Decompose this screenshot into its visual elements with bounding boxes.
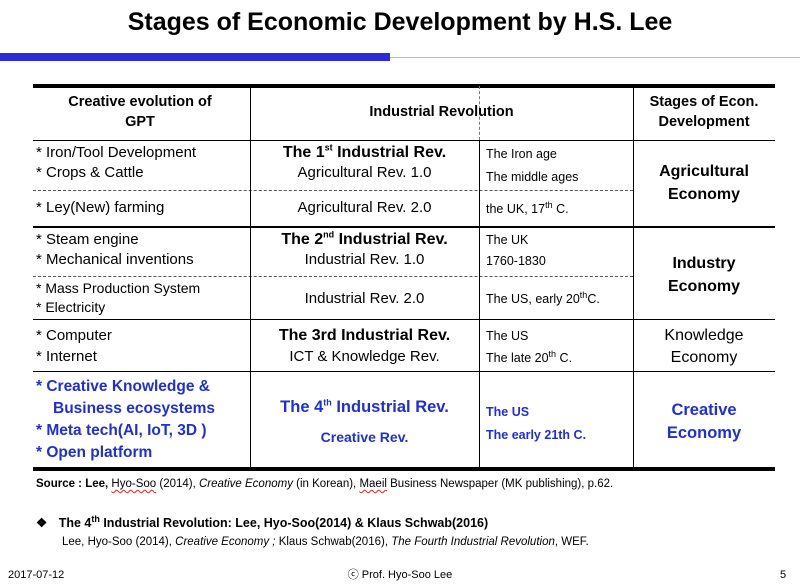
note-heading: ❖ The 4th Industrial Revolution: Lee, Hy…	[36, 513, 489, 530]
row6-revolution: The 4th Industrial Rev. Creative Rev.	[280, 397, 449, 445]
row3-era: The UK 1760-1830	[486, 233, 546, 268]
stage-agricultural: Agricultural Economy	[659, 163, 749, 203]
stage-industry: Industry Economy	[667, 255, 740, 295]
row5-gpt: * Computer * Internet	[36, 327, 112, 365]
footer-copyright: ⓒ Prof. Hyo-Soo Lee	[347, 569, 453, 581]
accent-divider	[390, 57, 800, 58]
row5-revolution: The 3rd Industrial Rev. ICT & Knowledge …	[278, 327, 451, 365]
row1-gpt: * Iron/Tool Development * Crops & Cattle	[36, 144, 197, 181]
accent-bar	[0, 53, 390, 61]
row2-revolution: Agricultural Rev. 2.0	[297, 199, 432, 216]
row4-era: The US, early 20thC.	[486, 289, 600, 306]
row6-era: The US The early 21th C.	[486, 405, 587, 442]
row1-revolution: The 1st Industrial Rev. Agricultural Rev…	[282, 142, 447, 181]
footer-date: 2017-07-12	[8, 569, 65, 581]
row5-era: The US The late 20th C.	[486, 329, 573, 365]
note-references: Lee, Hyo-Soo (2014), Creative Economy ; …	[62, 536, 589, 548]
footer-page-number: 5	[780, 569, 787, 581]
slide-title: Stages of Economic Development by H.S. L…	[127, 8, 673, 36]
row3-revolution: The 2nd Industrial Rev. Industrial Rev. …	[281, 229, 448, 268]
header-gpt: Creative evolution of GPT	[68, 94, 212, 130]
source-citation: Source : Lee, Hyo-Soo (2014), Creative E…	[36, 478, 614, 490]
stage-creative: Creative Economy	[666, 401, 742, 442]
header-industrial-revolution: Industrial Revolution	[369, 104, 514, 120]
header-stages: Stages of Econ. Development	[649, 94, 759, 130]
diamond-bullet-icon: ❖	[36, 516, 48, 530]
row2-gpt: * Ley(New) farming	[36, 199, 165, 216]
row4-gpt: * Mass Production System * Electricity	[36, 280, 201, 315]
row1-era: The Iron age The middle ages	[486, 147, 579, 184]
row4-revolution: Industrial Rev. 2.0	[304, 290, 425, 307]
stage-knowledge: Knowledge Economy	[664, 327, 744, 366]
row2-era: the UK, 17th C.	[486, 199, 569, 216]
row3-gpt: * Steam engine * Mechanical inventions	[36, 231, 194, 268]
row6-gpt: * Creative Knowledge & Business ecosyste…	[36, 378, 215, 461]
